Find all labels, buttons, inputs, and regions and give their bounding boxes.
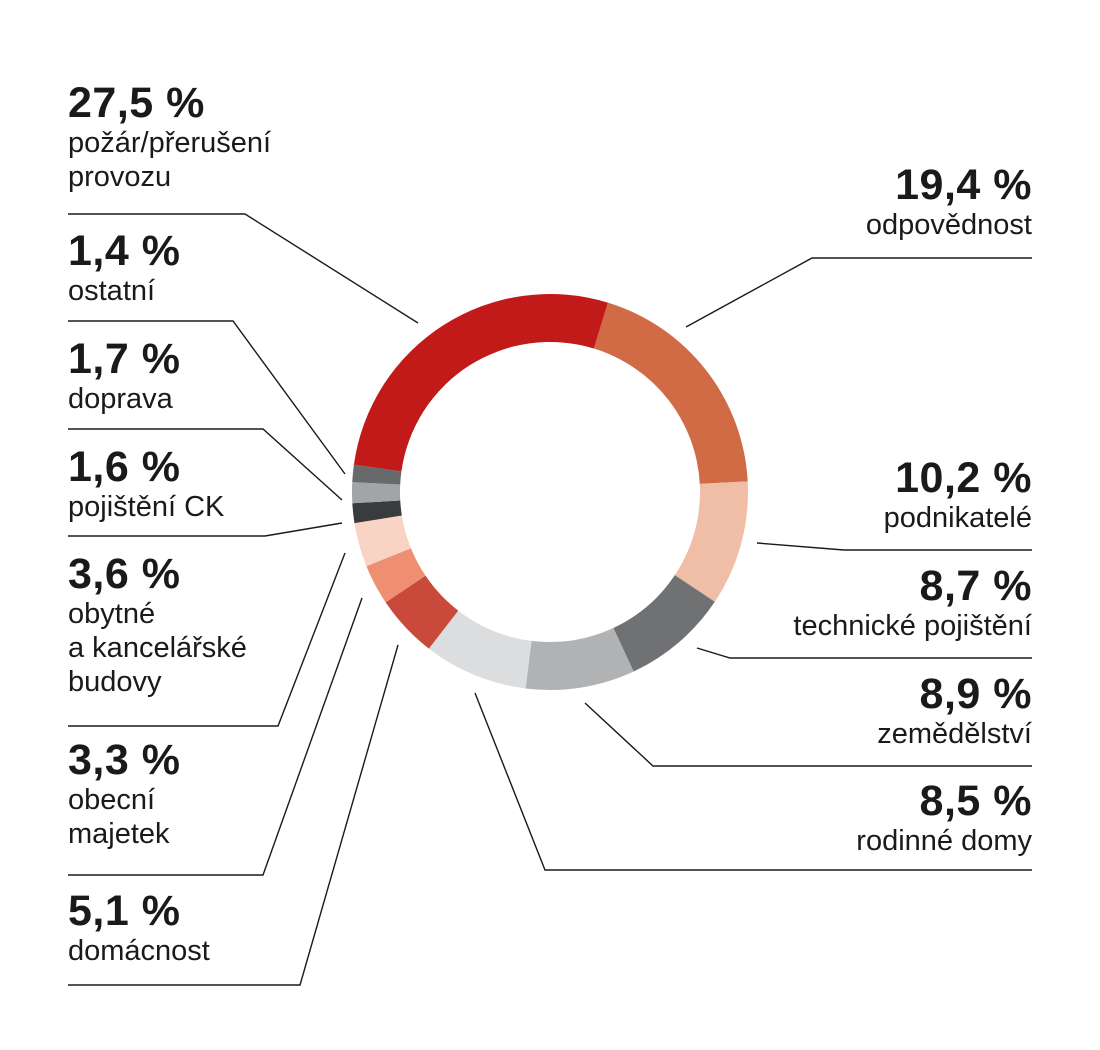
slice-doprava (352, 482, 401, 504)
name-label-odpovednost: odpovědnost (865, 209, 1032, 241)
value-label-domacnost: 5,1 % (68, 887, 181, 935)
label-ostatni: 1,4 % ostatní (68, 228, 448, 308)
label-odpovednost: 19,4 % odpovědnost (652, 162, 1032, 242)
name-label-obecni: obecní majetek (68, 784, 170, 850)
value-label-technicke: 8,7 % (919, 562, 1032, 610)
name-label-technicke: technické pojištění (793, 610, 1032, 642)
leader-line-ostatni (68, 320, 346, 475)
name-label-doprava: doprava (68, 383, 173, 415)
slice-rodinne (428, 610, 532, 689)
label-obytne: 3,6 % obytné a kancelářské budovy (68, 551, 448, 699)
value-label-obecni: 3,3 % (68, 736, 181, 784)
label-pojisteni-ck: 1,6 % pojištění CK (68, 444, 448, 524)
value-label-doprava: 1,7 % (68, 335, 181, 383)
leader-line-podnikatele (756, 542, 1032, 551)
label-rodinne: 8,5 % rodinné domy (652, 778, 1032, 858)
slice-pozar (353, 294, 608, 472)
value-label-rodinne: 8,5 % (919, 777, 1032, 825)
slice-podnikatele (674, 481, 748, 602)
label-pozar: 27,5 % požár/přerušení provozu (68, 80, 448, 194)
leader-line-obytne (68, 552, 346, 727)
value-label-podnikatele: 10,2 % (895, 454, 1032, 502)
label-obecni: 3,3 % obecní majetek (68, 737, 448, 851)
slice-obytne (354, 515, 411, 567)
label-technicke: 8,7 % technické pojištění (652, 563, 1032, 643)
leader-line-pozar (68, 213, 419, 324)
slice-ostatni (352, 464, 402, 485)
name-label-zemedelstvi: zemědělství (877, 718, 1032, 750)
slice-pojisteni_ck (352, 500, 402, 524)
label-zemedelstvi: 8,9 % zemědělství (652, 671, 1032, 751)
value-label-obytne: 3,6 % (68, 550, 181, 598)
name-label-podnikatele: podnikatelé (883, 502, 1032, 534)
leader-line-technicke (696, 647, 1032, 659)
slice-technicke (613, 575, 715, 672)
name-label-domacnost: domácnost (68, 935, 210, 967)
label-podnikatele: 10,2 % podnikatelé (652, 455, 1032, 535)
value-label-pozar: 27,5 % (68, 79, 205, 127)
slice-odpovednost (593, 302, 748, 484)
name-label-rodinne: rodinné domy (856, 825, 1032, 857)
label-doprava: 1,7 % doprava (68, 336, 448, 416)
slice-zemedelstvi (525, 627, 634, 690)
leader-line-doprava (68, 428, 343, 501)
leader-line-obecni (68, 597, 363, 876)
value-label-zemedelstvi: 8,9 % (919, 670, 1032, 718)
label-domacnost: 5,1 % domácnost (68, 888, 448, 968)
leader-line-pojisteni_ck (68, 522, 343, 537)
leader-line-rodinne (474, 692, 1032, 871)
name-label-pozar: požár/přerušení provozu (68, 127, 272, 193)
name-label-ostatni: ostatní (68, 275, 156, 307)
slice-domacnost (385, 575, 459, 649)
leader-line-zemedelstvi (584, 702, 1032, 767)
leader-line-odpovednost (685, 257, 1032, 328)
value-label-odpovednost: 19,4 % (895, 161, 1032, 209)
leader-line-domacnost (68, 644, 399, 986)
name-label-pojisteni-ck: pojištění CK (68, 491, 225, 523)
value-label-ostatni: 1,4 % (68, 227, 181, 275)
name-label-obytne: obytné a kancelářské budovy (68, 598, 247, 698)
slice-obecni (366, 548, 426, 603)
value-label-pojisteni-ck: 1,6 % (68, 443, 181, 491)
